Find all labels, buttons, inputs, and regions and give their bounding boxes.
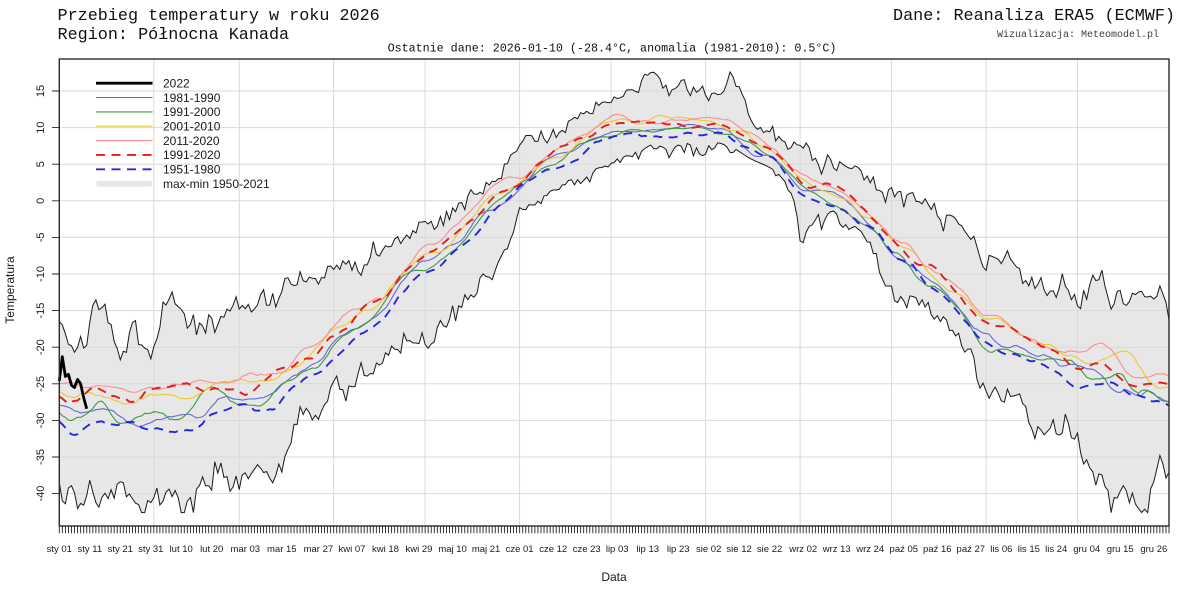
svg-text:-30: -30 <box>35 412 47 428</box>
svg-text:wrz 24: wrz 24 <box>855 544 884 555</box>
svg-text:mar 15: mar 15 <box>267 544 297 555</box>
svg-text:kwi 18: kwi 18 <box>372 544 399 555</box>
svg-text:2011-2020: 2011-2020 <box>163 134 220 148</box>
svg-text:maj 21: maj 21 <box>472 544 501 555</box>
svg-text:Dane: Reanaliza ERA5 (ECMWF): Dane: Reanaliza ERA5 (ECMWF) <box>893 7 1175 26</box>
svg-text:lut 20: lut 20 <box>200 544 223 555</box>
svg-text:-15: -15 <box>35 303 47 319</box>
svg-text:gru 26: gru 26 <box>1140 544 1167 555</box>
svg-text:1951-1980: 1951-1980 <box>163 163 221 177</box>
svg-text:gru 04: gru 04 <box>1073 544 1100 555</box>
svg-text:kwi 29: kwi 29 <box>406 544 433 555</box>
svg-text:lis 24: lis 24 <box>1045 544 1067 555</box>
svg-text:0: 0 <box>35 198 47 204</box>
svg-text:Przebieg temperatury w roku 20: Przebieg temperatury w roku 2026 <box>58 7 380 26</box>
svg-text:paź 05: paź 05 <box>890 544 919 555</box>
svg-text:lip 13: lip 13 <box>636 544 659 555</box>
svg-text:max-min 1950-2021: max-min 1950-2021 <box>163 177 270 191</box>
svg-text:1991-2000: 1991-2000 <box>163 105 221 119</box>
svg-text:-40: -40 <box>35 486 47 502</box>
svg-text:sie 22: sie 22 <box>757 544 782 555</box>
svg-text:gru 15: gru 15 <box>1107 544 1134 555</box>
svg-text:sty 21: sty 21 <box>108 544 133 555</box>
svg-text:5: 5 <box>35 161 47 167</box>
svg-text:sty 01: sty 01 <box>47 544 72 555</box>
svg-text:-25: -25 <box>35 376 47 392</box>
svg-text:-20: -20 <box>35 339 47 355</box>
svg-text:-5: -5 <box>35 233 47 243</box>
svg-text:-35: -35 <box>35 449 47 465</box>
svg-text:paź 27: paź 27 <box>957 544 986 555</box>
svg-text:lis 15: lis 15 <box>1018 544 1040 555</box>
svg-text:Region: Północna Kanada: Region: Północna Kanada <box>58 26 290 45</box>
svg-text:lis 06: lis 06 <box>990 544 1012 555</box>
svg-text:Temperatura: Temperatura <box>3 256 17 324</box>
svg-text:lip 23: lip 23 <box>667 544 690 555</box>
svg-text:cze 12: cze 12 <box>539 544 567 555</box>
svg-text:1991-2020: 1991-2020 <box>163 148 221 162</box>
svg-text:mar 27: mar 27 <box>304 544 334 555</box>
svg-text:-10: -10 <box>35 266 47 282</box>
svg-text:maj 10: maj 10 <box>438 544 467 555</box>
svg-text:sie 02: sie 02 <box>696 544 721 555</box>
svg-text:2022: 2022 <box>163 77 190 91</box>
svg-text:cze 23: cze 23 <box>573 544 601 555</box>
svg-text:sty 11: sty 11 <box>77 544 102 555</box>
svg-text:kwi 07: kwi 07 <box>339 544 366 555</box>
svg-text:lut 10: lut 10 <box>170 544 193 555</box>
svg-text:2001-2010: 2001-2010 <box>163 120 221 134</box>
svg-text:Data: Data <box>601 570 627 584</box>
svg-text:lip 03: lip 03 <box>606 544 629 555</box>
svg-text:paź 16: paź 16 <box>923 544 952 555</box>
svg-text:sty 31: sty 31 <box>138 544 163 555</box>
svg-text:Wizualizacja: Meteomodel.pl: Wizualizacja: Meteomodel.pl <box>997 29 1159 41</box>
svg-text:cze 01: cze 01 <box>506 544 534 555</box>
svg-text:Ostatnie dane: 2026-01-10 (-28: Ostatnie dane: 2026-01-10 (-28.4°C, anom… <box>388 42 837 56</box>
svg-text:wrz 02: wrz 02 <box>788 544 817 555</box>
svg-text:15: 15 <box>35 85 47 97</box>
svg-text:mar 03: mar 03 <box>231 544 261 555</box>
svg-text:1981-1990: 1981-1990 <box>163 91 221 105</box>
svg-text:10: 10 <box>35 121 47 133</box>
svg-text:sie 12: sie 12 <box>726 544 751 555</box>
svg-text:wrz 13: wrz 13 <box>822 544 851 555</box>
